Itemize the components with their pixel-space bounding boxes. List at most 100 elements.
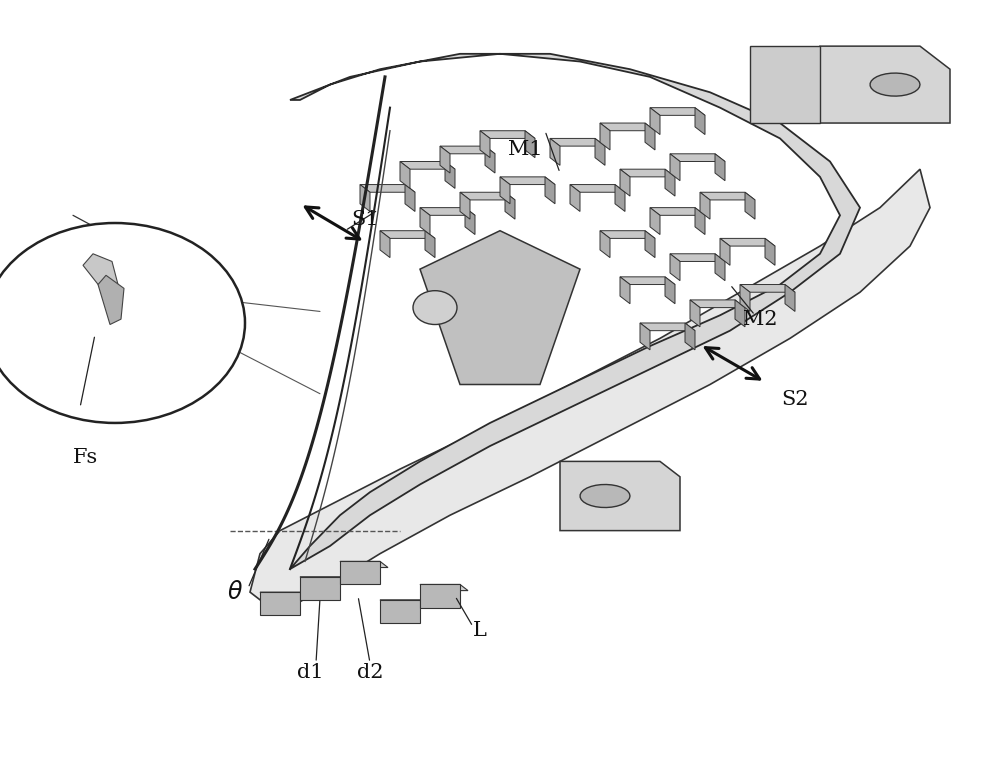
Polygon shape <box>745 192 755 219</box>
Text: $\theta$: $\theta$ <box>227 581 243 604</box>
Polygon shape <box>525 131 535 158</box>
Polygon shape <box>600 123 610 150</box>
Polygon shape <box>500 177 555 185</box>
Polygon shape <box>460 192 470 219</box>
Polygon shape <box>425 231 435 258</box>
Polygon shape <box>420 584 460 608</box>
Polygon shape <box>340 561 388 568</box>
Polygon shape <box>480 131 535 138</box>
Polygon shape <box>445 161 455 188</box>
Polygon shape <box>600 231 610 258</box>
Polygon shape <box>260 592 300 615</box>
Polygon shape <box>550 138 605 146</box>
Polygon shape <box>640 323 650 350</box>
Polygon shape <box>300 577 348 583</box>
Polygon shape <box>550 138 560 165</box>
Polygon shape <box>420 231 580 384</box>
Polygon shape <box>400 161 410 188</box>
Text: M2: M2 <box>743 310 777 328</box>
Polygon shape <box>715 154 725 181</box>
Polygon shape <box>685 323 695 350</box>
Polygon shape <box>615 185 625 211</box>
Polygon shape <box>290 54 860 569</box>
Polygon shape <box>420 208 430 235</box>
Polygon shape <box>720 238 775 246</box>
Polygon shape <box>670 254 680 281</box>
Polygon shape <box>640 323 695 331</box>
Polygon shape <box>83 254 118 291</box>
Polygon shape <box>650 208 660 235</box>
Polygon shape <box>645 231 655 258</box>
Polygon shape <box>820 46 950 123</box>
Polygon shape <box>620 169 675 177</box>
Polygon shape <box>420 584 468 591</box>
Text: d1: d1 <box>297 664 323 682</box>
Polygon shape <box>740 285 750 311</box>
Polygon shape <box>570 185 625 192</box>
Polygon shape <box>570 185 580 211</box>
Polygon shape <box>260 592 308 598</box>
Polygon shape <box>650 108 705 115</box>
Polygon shape <box>505 192 515 219</box>
Polygon shape <box>690 300 700 327</box>
Polygon shape <box>670 254 725 261</box>
Polygon shape <box>360 185 370 211</box>
Text: S2: S2 <box>781 391 809 409</box>
Text: L: L <box>473 621 487 640</box>
Polygon shape <box>695 208 705 235</box>
Polygon shape <box>545 177 555 204</box>
Polygon shape <box>380 231 390 258</box>
Polygon shape <box>700 192 755 200</box>
Polygon shape <box>665 277 675 304</box>
Polygon shape <box>420 208 475 215</box>
Polygon shape <box>750 46 820 123</box>
Polygon shape <box>400 161 455 169</box>
Polygon shape <box>740 285 795 292</box>
Polygon shape <box>460 192 515 200</box>
Polygon shape <box>650 208 705 215</box>
Polygon shape <box>670 154 680 181</box>
Polygon shape <box>600 231 655 238</box>
Polygon shape <box>720 238 730 265</box>
Polygon shape <box>250 169 930 608</box>
Polygon shape <box>485 146 495 173</box>
Polygon shape <box>340 561 380 584</box>
Polygon shape <box>440 146 450 173</box>
Polygon shape <box>380 600 428 606</box>
Polygon shape <box>440 146 495 154</box>
Polygon shape <box>580 484 630 508</box>
Circle shape <box>413 291 457 325</box>
Polygon shape <box>690 300 745 308</box>
Polygon shape <box>700 192 710 219</box>
Polygon shape <box>715 254 725 281</box>
Polygon shape <box>380 600 420 623</box>
Text: S1: S1 <box>351 210 379 228</box>
Polygon shape <box>98 275 124 325</box>
Polygon shape <box>645 123 655 150</box>
Polygon shape <box>480 131 490 158</box>
Polygon shape <box>465 208 475 235</box>
Polygon shape <box>560 461 680 531</box>
Polygon shape <box>735 300 745 327</box>
Polygon shape <box>650 108 660 135</box>
Polygon shape <box>870 73 920 96</box>
Polygon shape <box>300 577 340 600</box>
Text: Fs: Fs <box>72 448 98 467</box>
Polygon shape <box>765 238 775 265</box>
Text: M1: M1 <box>508 141 542 159</box>
Polygon shape <box>620 169 630 196</box>
Polygon shape <box>595 138 605 165</box>
Polygon shape <box>405 185 415 211</box>
Polygon shape <box>620 277 675 285</box>
Polygon shape <box>670 154 725 161</box>
Polygon shape <box>665 169 675 196</box>
Polygon shape <box>500 177 510 204</box>
Text: d2: d2 <box>357 664 383 682</box>
Polygon shape <box>785 285 795 311</box>
Polygon shape <box>380 231 435 238</box>
Circle shape <box>0 223 245 423</box>
Polygon shape <box>620 277 630 304</box>
Polygon shape <box>600 123 655 131</box>
Polygon shape <box>360 185 415 192</box>
Polygon shape <box>695 108 705 135</box>
